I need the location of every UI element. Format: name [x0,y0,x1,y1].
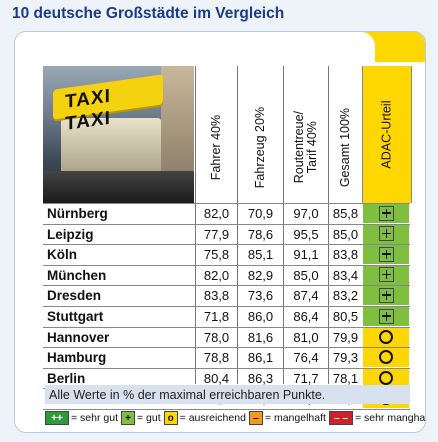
value-fahrzeug: 81,6 [247,329,274,345]
value-route: 76,4 [293,350,319,366]
verdict-cell [363,306,409,326]
value-fahrer: 82,0 [203,206,230,221]
city-name: Köln [47,247,77,263]
city-name: Dresden [47,288,102,304]
value-gesamt: 79,3 [332,350,359,366]
verdict-cell [363,264,409,285]
verdict-cell [363,223,409,244]
legend-sehr-mangelhaft: – – = sehr manghaft [328,411,425,425]
city-name: Hannover [47,329,110,345]
header-adac-urteil: ADAC-Urteil [362,66,412,203]
legend-mangelhaft: – = mangelhaft [248,411,326,425]
value-gesamt: 80,5 [332,309,359,324]
header-routentreue: Routentreue/ Tarif 40% [291,111,319,184]
value-fahrzeug: 86,3 [247,370,274,386]
value-fahrzeug: 82,9 [247,267,274,283]
value-gesamt: 85,0 [332,226,359,242]
plus-icon [378,267,394,283]
value-gesamt: 79,9 [332,329,359,345]
taxi-photo: TAXI TAXI [43,66,194,203]
header-gesamt: Gesamt 100% [337,107,352,188]
value-fahrzeug: 85,1 [247,247,274,263]
value-fahrer: 77,9 [203,226,230,242]
value-fahrer: 82,0 [203,267,230,283]
verdict-cell [363,347,409,368]
verdict-cell [363,244,409,265]
plus-icon [378,246,394,262]
legend-gut: + = gut [121,411,161,425]
value-fahrer: 71,8 [203,309,230,324]
plus-icon [378,287,394,303]
value-fahrzeug: 86,0 [247,309,274,324]
header-fahrer: Fahrer 40% [208,114,223,181]
verdict-cell [363,367,409,388]
legend-ausreichend: o = ausreichend [163,411,246,425]
city-name: Leipzig [47,226,94,242]
legend: ++ = sehr gut + = gut o = ausreichend – … [45,409,425,427]
city-name: Stuttgart [47,309,104,324]
value-fahrer: 83,8 [203,288,230,304]
value-fahrer: 75,8 [203,247,230,263]
value-route: 97,0 [293,206,319,221]
value-fahrer: 78,8 [203,350,230,366]
comparison-panel: TAXI TAXI Fahrer 40% Fahrzeug 20% Routen… [14,31,426,433]
value-gesamt: 83,2 [332,288,359,304]
value-gesamt: 83,8 [332,247,359,263]
value-route: 86,4 [293,309,319,324]
circle-icon [379,329,393,344]
footnote: Alle Werte in % der maximal erreichbaren… [45,385,410,404]
page-title: 10 deutsche Großstädte im Vergleich [12,5,285,22]
legend-sehr-gut: ++ = sehr gut [45,411,118,425]
value-gesamt: 78,1 [332,370,359,386]
value-route: 81,0 [293,329,319,345]
value-fahrer: 78,0 [203,329,230,345]
value-route: 91,1 [293,247,319,263]
value-fahrzeug: 78,6 [247,226,274,242]
value-route: 87,4 [293,288,319,304]
city-name: Hamburg [47,350,107,366]
value-fahrer: 80,4 [203,370,230,386]
value-gesamt: 85,8 [332,206,359,221]
value-gesamt: 83,4 [332,267,359,283]
value-route: 95,5 [293,226,319,242]
verdict-cell [363,285,409,306]
city-name: Nürnberg [47,206,108,221]
value-fahrzeug: 73,6 [247,288,274,304]
header-fahrzeug: Fahrzeug 20% [252,106,267,189]
taxi-sign: TAXI TAXI [53,74,163,135]
value-fahrzeug: 86,1 [247,350,274,366]
verdict-cell [363,326,409,347]
value-route: 85,0 [293,267,319,283]
city-name: Berlin [47,370,86,386]
circle-icon [379,370,393,385]
city-name: München [47,267,107,283]
plus-icon [378,226,394,242]
circle-icon [379,350,393,365]
value-fahrzeug: 70,9 [247,206,274,221]
verdict-cell [363,203,409,223]
plus-icon [378,205,394,221]
value-route: 71,7 [293,370,319,386]
plus-icon [378,308,394,324]
